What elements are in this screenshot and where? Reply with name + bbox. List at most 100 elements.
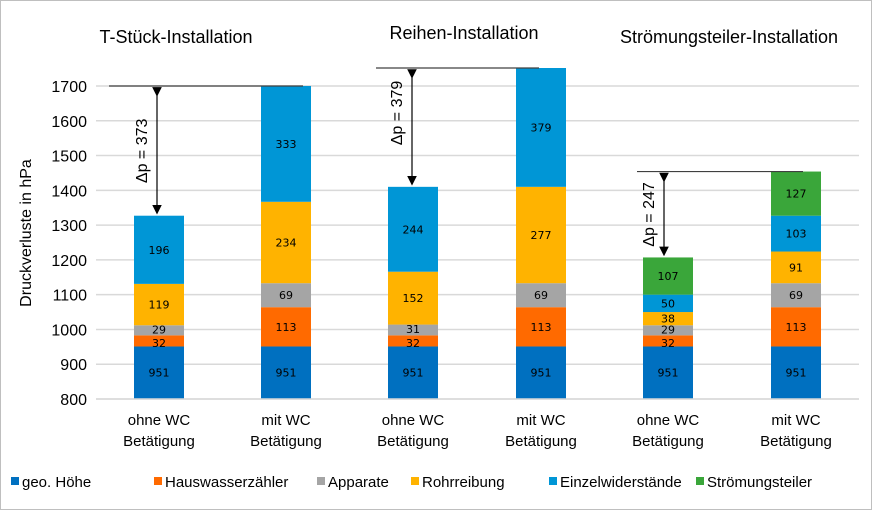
legend-label: Hauswasserzähler xyxy=(165,474,288,491)
y-tick-label: 1200 xyxy=(51,253,87,270)
bar-segment xyxy=(771,171,821,216)
group-title: Reihen-Installation xyxy=(389,23,538,43)
group-title: Strömungsteiler-Installation xyxy=(620,27,838,47)
delta-label: Δp = 373 xyxy=(134,118,151,183)
x-tick-label: mit WC xyxy=(516,412,565,429)
data-label: 951 xyxy=(149,367,170,380)
y-tick-label: 1500 xyxy=(51,149,87,166)
y-tick-label: 1000 xyxy=(51,322,87,339)
legend-swatch xyxy=(411,477,419,485)
bar-segment xyxy=(261,346,311,399)
legend-swatch xyxy=(696,477,704,485)
delta-label: Δp = 247 xyxy=(641,182,658,247)
legend-swatch xyxy=(11,477,19,485)
data-label: 38 xyxy=(661,313,675,326)
x-tick-label: Betätigung xyxy=(632,433,704,450)
y-tick-label: 1400 xyxy=(51,183,87,200)
bar-segment xyxy=(516,186,566,284)
bar-segment xyxy=(643,257,693,295)
legend-swatch xyxy=(317,477,325,485)
data-label: 951 xyxy=(276,367,297,380)
data-label: 196 xyxy=(149,244,170,257)
bar-segment xyxy=(643,346,693,399)
x-tick-label: mit WC xyxy=(261,412,310,429)
x-tick-label: Betätigung xyxy=(505,433,577,450)
data-label: 277 xyxy=(531,229,552,242)
x-tick-label: ohne WC xyxy=(128,412,191,429)
y-tick-label: 1600 xyxy=(51,114,87,131)
x-tick-label: Betätigung xyxy=(760,433,832,450)
x-tick-label: ohne WC xyxy=(382,412,445,429)
bar-segment xyxy=(771,283,821,308)
group-title: T-Stück-Installation xyxy=(99,27,252,47)
bar-segment xyxy=(643,312,693,326)
bar-segment xyxy=(134,335,184,347)
data-label: 951 xyxy=(658,367,679,380)
data-label: 113 xyxy=(531,321,552,334)
legend-label: Apparate xyxy=(328,474,389,491)
bar-segment xyxy=(388,324,438,336)
y-tick-label: 1100 xyxy=(53,288,88,305)
data-label: 29 xyxy=(152,323,166,336)
data-label: 103 xyxy=(786,228,807,241)
bar-segment xyxy=(516,307,566,347)
bar-segment xyxy=(134,215,184,284)
data-label: 244 xyxy=(403,223,424,236)
x-tick-label: ohne WC xyxy=(637,412,700,429)
bar-segment xyxy=(134,325,184,336)
bar-segment xyxy=(388,186,438,272)
y-tick-label: 1300 xyxy=(51,218,87,235)
bar-segment xyxy=(261,85,311,202)
data-label: 32 xyxy=(152,337,166,350)
legend-label: Rohrreibung xyxy=(422,474,505,491)
data-label: 91 xyxy=(789,261,803,274)
data-label: 127 xyxy=(786,188,807,201)
data-label: 119 xyxy=(149,299,170,312)
data-label: 69 xyxy=(534,289,548,302)
legend-label: Einzelwiderstände xyxy=(560,474,682,491)
x-tick-label: Betätigung xyxy=(250,433,322,450)
bar-segment xyxy=(516,346,566,399)
data-label: 29 xyxy=(661,323,675,336)
x-tick-label: mit WC xyxy=(771,412,820,429)
data-label: 32 xyxy=(661,337,675,350)
x-tick-label: Betätigung xyxy=(123,433,195,450)
bar-segment xyxy=(388,346,438,399)
data-label: 69 xyxy=(789,289,803,302)
bar-segment xyxy=(261,201,311,284)
bar-segment xyxy=(516,283,566,308)
bar-segment xyxy=(388,271,438,325)
legend-label: geo. Höhe xyxy=(22,474,91,491)
y-tick-label: 900 xyxy=(60,357,87,374)
data-label: 69 xyxy=(279,289,293,302)
bar-segment xyxy=(771,215,821,252)
data-label: 951 xyxy=(403,367,424,380)
bar-segment xyxy=(516,68,566,187)
data-label: 107 xyxy=(658,270,679,283)
bar-segment xyxy=(261,307,311,347)
data-label: 32 xyxy=(406,337,420,350)
y-axis-label: Druckverluste in hPa xyxy=(18,159,35,307)
data-label: 31 xyxy=(406,323,420,336)
data-label: 113 xyxy=(276,321,297,334)
data-label: 951 xyxy=(786,367,807,380)
bar-segment xyxy=(643,294,693,313)
bar-segment xyxy=(134,346,184,399)
legend-swatch xyxy=(154,477,162,485)
y-tick-label: 1700 xyxy=(51,79,87,96)
data-label: 333 xyxy=(276,138,297,151)
delta-label: Δp = 379 xyxy=(389,81,406,146)
x-tick-label: Betätigung xyxy=(377,433,449,450)
data-label: 234 xyxy=(276,236,297,249)
bar-segment xyxy=(643,325,693,336)
data-label: 951 xyxy=(531,367,552,380)
y-tick-label: 800 xyxy=(60,392,87,409)
bar-segment xyxy=(643,335,693,347)
bar-segment xyxy=(388,335,438,347)
data-label: 152 xyxy=(403,292,424,305)
bar-segment xyxy=(261,283,311,308)
legend-swatch xyxy=(549,477,557,485)
bar-segment xyxy=(134,283,184,326)
